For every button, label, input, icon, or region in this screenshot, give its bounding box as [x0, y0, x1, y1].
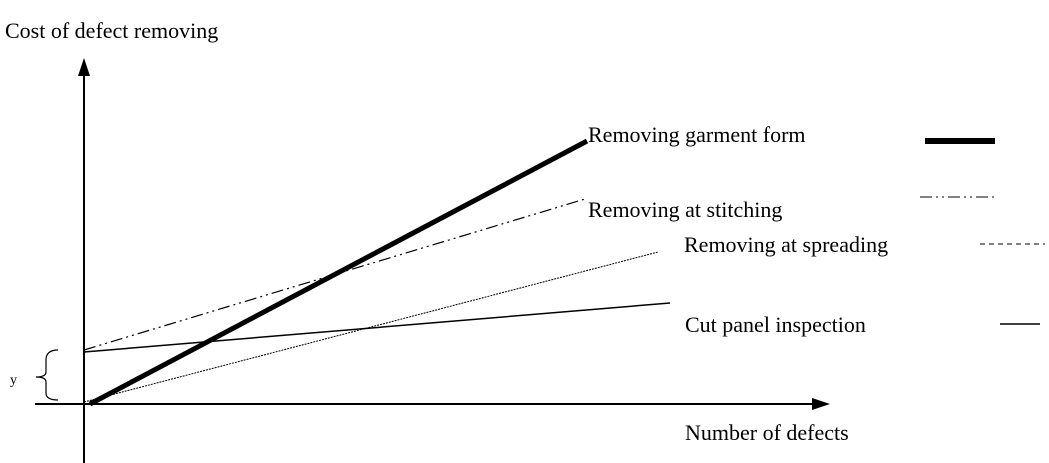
y-axis-arrow [78, 58, 90, 76]
offset-label: y [10, 373, 17, 388]
line-label: Removing at spreading [684, 232, 888, 257]
brace [35, 349, 59, 401]
x-axis-arrow [812, 398, 830, 410]
line-stitching [83, 198, 586, 351]
y-axis-label: Cost of defect removing [5, 18, 218, 43]
line-garment [88, 138, 589, 407]
x-axis-label: Number of defects [685, 420, 849, 445]
line-cut-panel [83, 302, 671, 353]
line-spreading [83, 251, 659, 403]
line-label: Removing garment form [588, 122, 806, 147]
line-label: Cut panel inspection [685, 312, 866, 337]
line-label: Removing at stitching [588, 197, 782, 222]
